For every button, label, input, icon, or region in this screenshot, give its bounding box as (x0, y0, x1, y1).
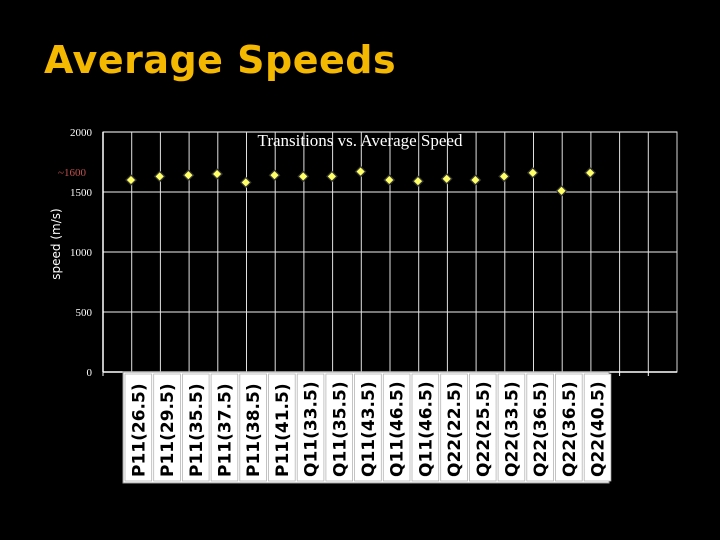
data-points (125, 165, 597, 197)
y-axis-ticks: 0 500 1000 1500 2000 (70, 127, 93, 379)
category-label: Q22(36.5) (560, 381, 580, 477)
category-label: Q22(40.5) (589, 381, 609, 477)
category-cell (526, 373, 554, 482)
data-point (383, 174, 396, 186)
slide-content: Transitions vs. Average Speed 0 500 1000 15… (0, 112, 720, 540)
category-cell (153, 373, 181, 482)
category-label: P11(37.5) (215, 383, 235, 477)
category-label: P11(41.5) (273, 383, 293, 477)
category-label: Q22(36.5) (531, 381, 551, 477)
category-label: Q22(25.5) (474, 381, 494, 477)
y-tick-label: 1500 (70, 187, 93, 199)
category-cell (583, 373, 612, 482)
category-label: Q11(33.5) (302, 381, 322, 477)
data-point (182, 169, 195, 182)
category-cell (440, 373, 468, 482)
category-label: Q11(46.5) (388, 381, 408, 477)
category-label: Q11(46.5) (416, 381, 436, 477)
data-point (297, 170, 310, 183)
category-label: P11(38.5) (244, 383, 264, 477)
y-axis-label: speed (m/s) (49, 208, 63, 279)
category-label: P11(35.5) (187, 383, 207, 477)
y-tick-label: 1000 (70, 247, 93, 259)
category-label: Q11(43.5) (359, 381, 379, 477)
category-cell (468, 373, 497, 482)
data-point (354, 165, 367, 178)
data-point (325, 170, 338, 183)
category-cell (210, 373, 239, 482)
category-cell (497, 373, 526, 482)
data-point (268, 169, 281, 182)
chart: Transitions vs. Average Speed 0 500 1000 15… (49, 127, 678, 484)
category-label: Q22(22.5) (445, 381, 465, 477)
category-cell (382, 373, 411, 482)
category-cell (555, 373, 583, 482)
category-cell (124, 373, 153, 482)
category-label: P11(29.5) (158, 383, 178, 477)
data-point (211, 168, 224, 180)
annotations: ~1600 (58, 167, 86, 179)
category-cell (296, 373, 325, 482)
title-bar: Average Speeds (0, 0, 720, 112)
category-cell (181, 373, 210, 482)
data-point (153, 170, 166, 183)
data-point (584, 166, 597, 179)
slide-title: Average Speeds (44, 38, 397, 82)
y-tick-label: 0 (87, 367, 93, 379)
y-tick-label: 500 (76, 307, 93, 319)
category-label: P11(26.5) (129, 383, 149, 477)
category-cell (411, 373, 440, 482)
chart-title: Transitions vs. Average Speed (258, 131, 463, 150)
category-cell (268, 373, 296, 482)
category-label: Q22(33.5) (502, 381, 522, 477)
data-point (239, 176, 252, 189)
category-cell (325, 373, 353, 482)
data-point (125, 174, 137, 186)
annotation-label: ~1600 (58, 167, 86, 179)
data-point (412, 175, 424, 188)
data-point (469, 174, 482, 186)
category-label: Q11(35.5) (330, 381, 350, 477)
category-cell (239, 373, 267, 482)
y-tick-label: 2000 (70, 127, 93, 139)
data-point (498, 170, 511, 183)
data-point (440, 172, 453, 185)
category-labels: P11(26.5) P11(29.5) P11(35.5) P11(37.5) P11(… (122, 371, 612, 484)
data-point (555, 184, 568, 197)
category-cell (354, 373, 382, 482)
data-point (526, 166, 539, 179)
